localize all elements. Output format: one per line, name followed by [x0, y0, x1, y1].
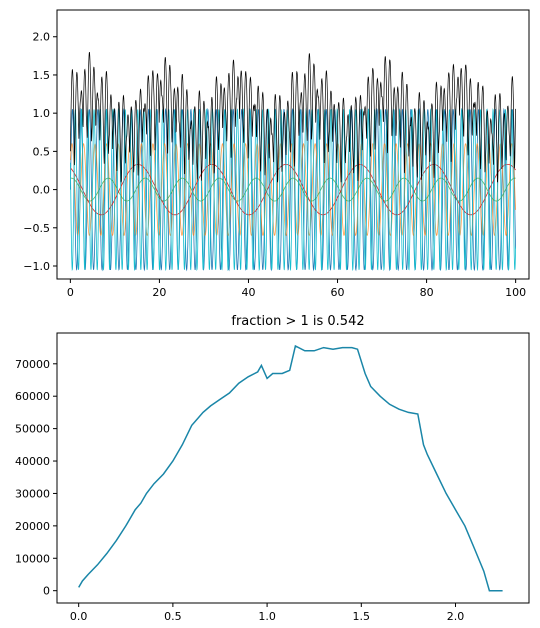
top-y-tick-label: 0.0 [33, 184, 51, 197]
bottom-line-chart: fraction > 1 is 0.542 0.0 0.5 1.0 1.5 2.0 0 1… [15, 314, 530, 623]
bottom-y-tick-label: 20000 [15, 520, 50, 533]
top-x-tick-label: 0 [67, 286, 74, 299]
bottom-y-tick-label: 0 [43, 585, 50, 598]
top-series-line [70, 163, 516, 216]
bottom-series-group [78, 344, 503, 592]
top-y-tick-label: −0.5 [23, 222, 50, 235]
bottom-y-tick-label: 40000 [15, 455, 50, 468]
top-plot-frame [56, 9, 530, 280]
top-series-line [70, 108, 516, 272]
bottom-x-tick-label: 1.0 [258, 610, 276, 623]
top-y-axis-ticks: −1.0 −0.5 0.0 0.5 1.0 1.5 2.0 [23, 31, 57, 273]
top-x-tick-label: 80 [420, 286, 434, 299]
top-x-tick-label: 20 [152, 286, 166, 299]
top-x-tick-label: 40 [241, 286, 255, 299]
top-y-tick-label: 2.0 [33, 31, 51, 44]
top-y-tick-label: −1.0 [23, 260, 50, 273]
bottom-x-tick-label: 0.0 [70, 610, 88, 623]
bottom-y-tick-label: 30000 [15, 487, 50, 500]
top-y-tick-label: 0.5 [33, 145, 51, 158]
bottom-y-tick-label: 70000 [15, 358, 50, 371]
bottom-y-axis-ticks: 0 10000 20000 30000 40000 50000 60000 70000 [15, 358, 57, 598]
bottom-x-tick-label: 1.5 [353, 610, 371, 623]
top-series-line [70, 142, 516, 237]
bottom-x-tick-label: 2.0 [447, 610, 465, 623]
top-y-tick-label: 1.5 [33, 69, 51, 82]
bottom-chart-title: fraction > 1 is 0.542 [231, 314, 364, 329]
top-x-axis-ticks: 0 20 40 60 80 100 [67, 279, 526, 299]
top-line-chart: 0 20 40 60 80 100 −1.0 −0.5 0.0 0.5 1.0 1.5 2.0 [23, 9, 530, 299]
top-series-group [70, 52, 516, 272]
bottom-x-tick-label: 0.5 [164, 610, 182, 623]
bottom-y-tick-label: 60000 [15, 390, 50, 403]
top-series-line [70, 52, 516, 183]
top-x-tick-label: 60 [331, 286, 345, 299]
bottom-plot-frame [56, 332, 530, 604]
bottom-series-line [78, 344, 503, 592]
bottom-y-tick-label: 10000 [15, 552, 50, 565]
bottom-x-axis-ticks: 0.0 0.5 1.0 1.5 2.0 [70, 603, 464, 623]
top-x-tick-label: 100 [505, 286, 526, 299]
bottom-y-tick-label: 50000 [15, 423, 50, 436]
top-y-tick-label: 1.0 [33, 107, 51, 120]
